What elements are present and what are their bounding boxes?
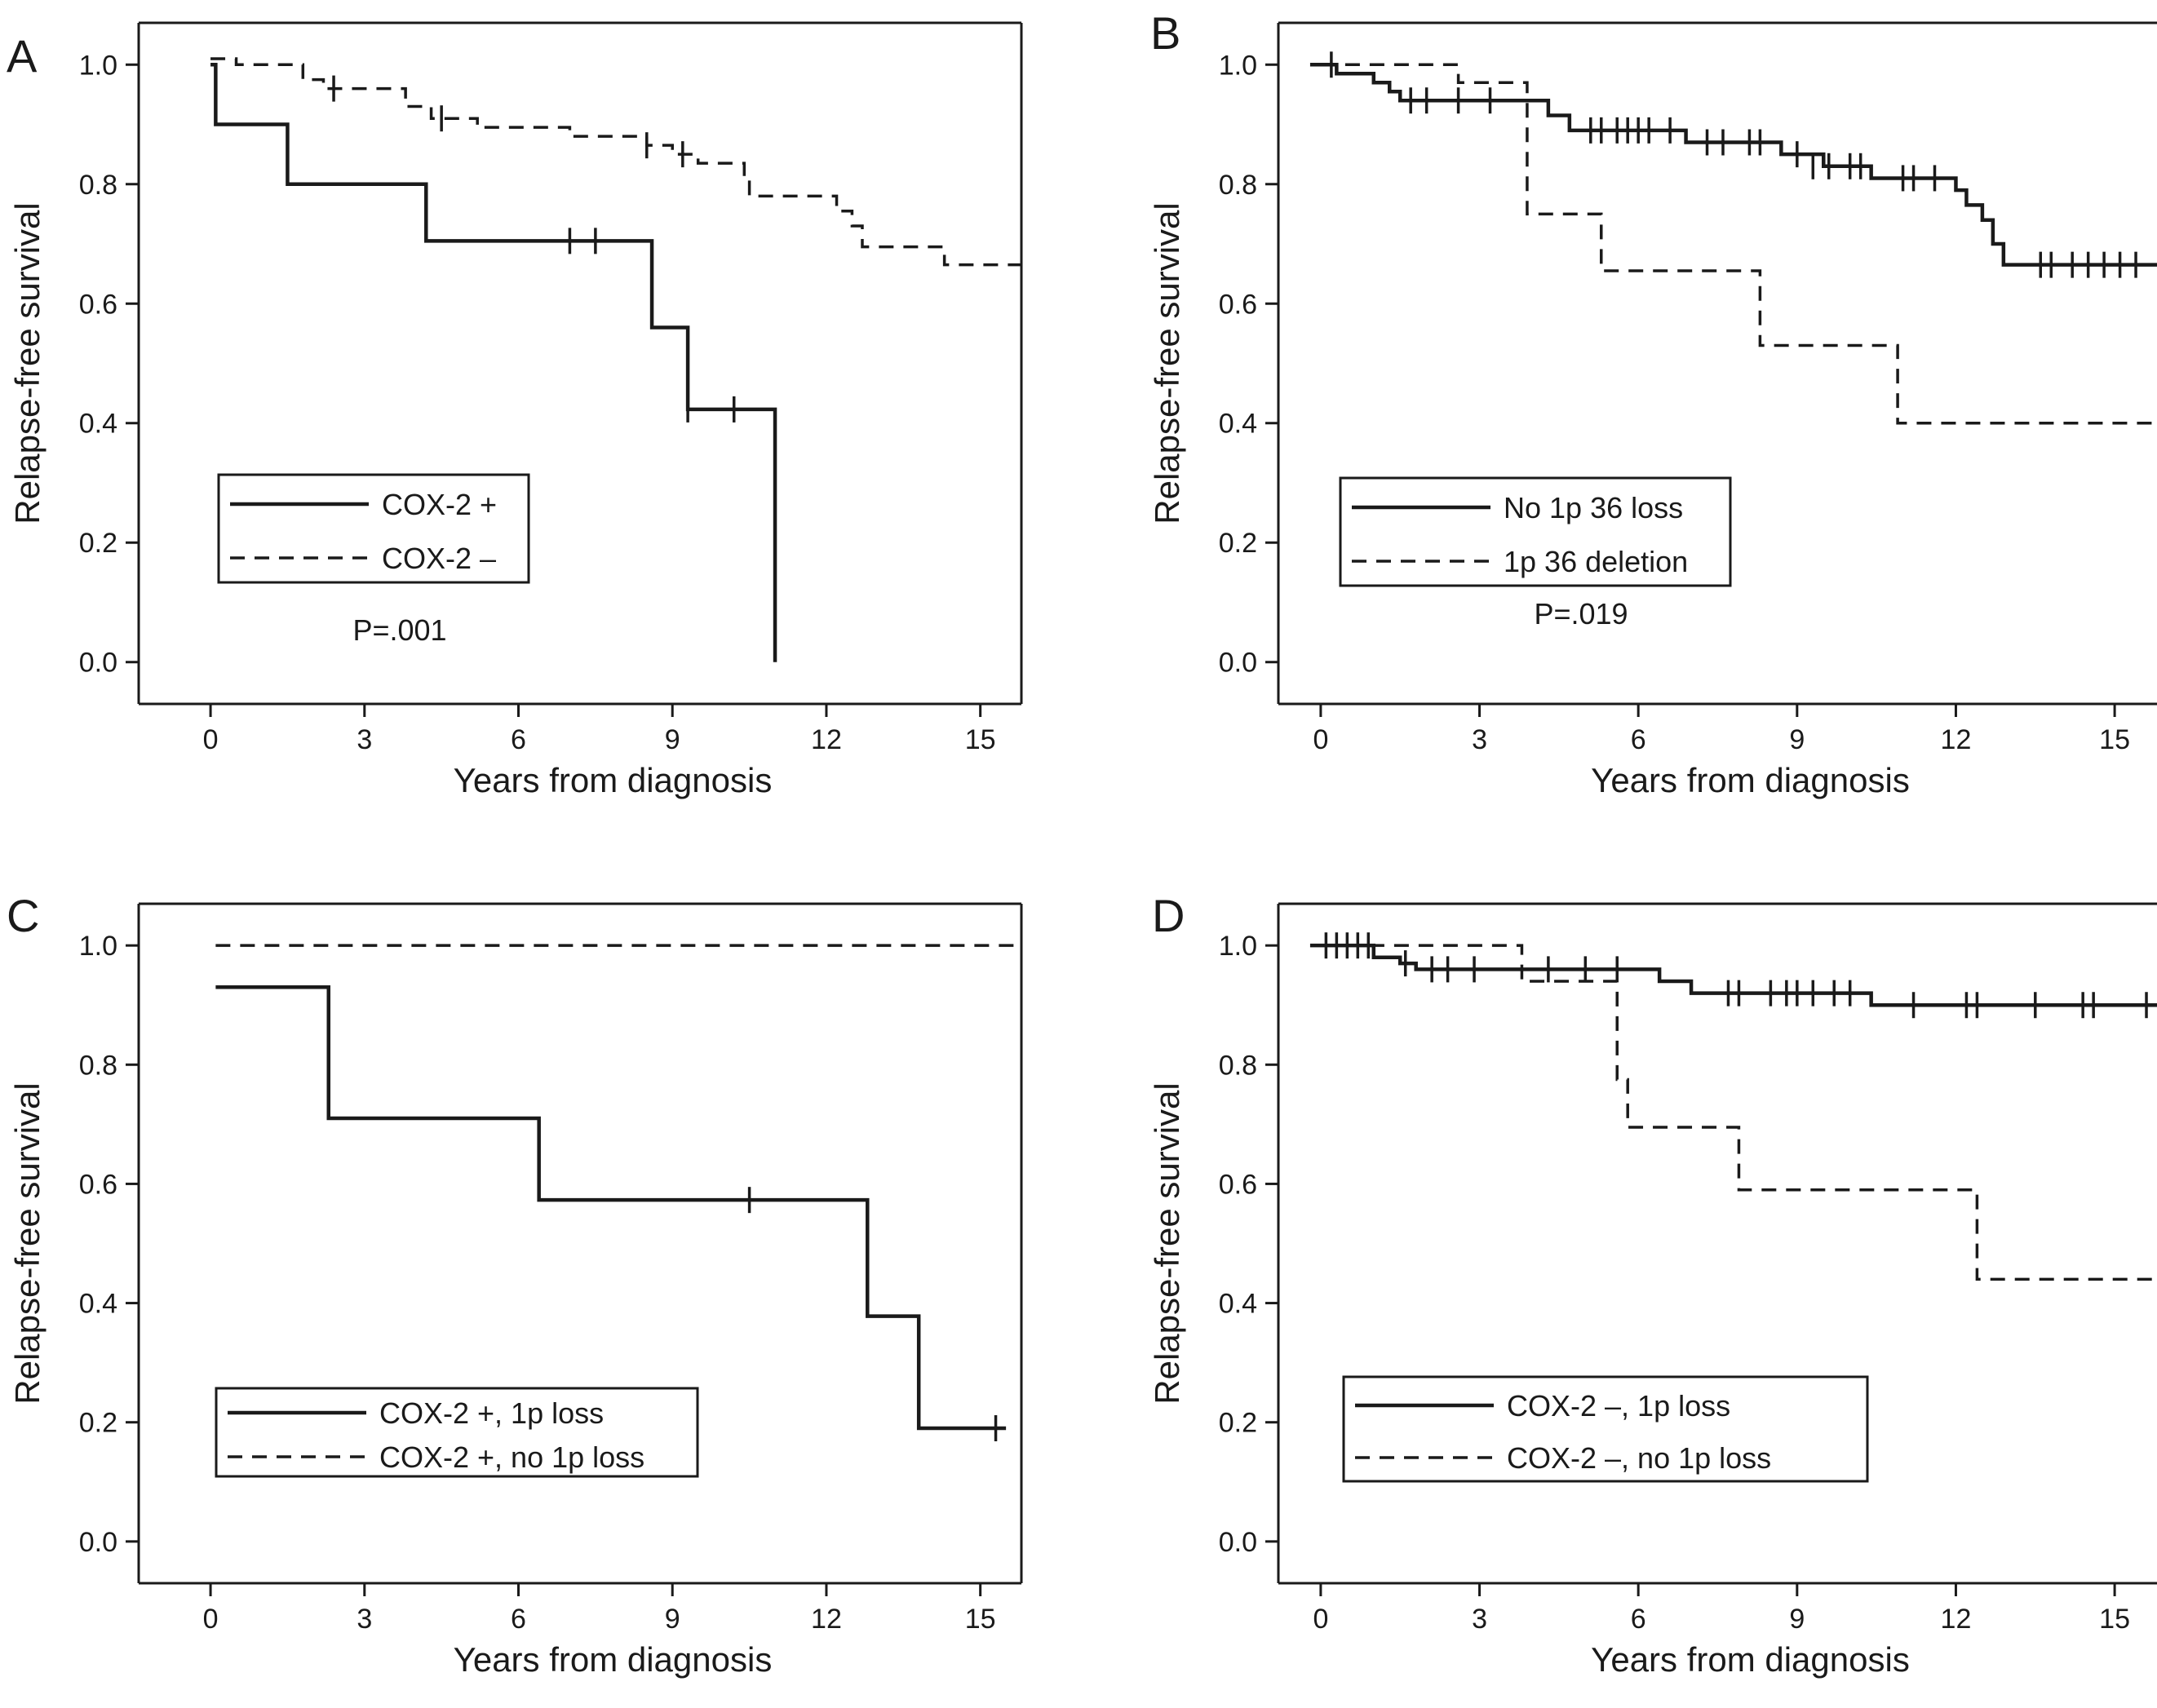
panel-b-legend <box>1339 476 1732 587</box>
panel-b-letter: B <box>1150 7 1180 59</box>
panel-d-letter: D <box>1152 890 1185 941</box>
panel-d-x-title: Years from diagnosis <box>1591 1640 1910 1679</box>
panel-b-y-tick-label: 0.4 <box>1219 409 1257 440</box>
panel-b-curve-dashed <box>1320 63 2157 425</box>
panel-c-curve-solid <box>215 985 1007 1431</box>
panel-b-y-title: Relapse-free survival <box>1148 202 1186 524</box>
panel-d-x-tick-label: 0 <box>1313 1604 1328 1635</box>
panel-b-x-tick-label: 6 <box>1631 724 1646 755</box>
panel-a-x-tick-label: 9 <box>665 724 680 755</box>
panel-a-x-tick-label: 3 <box>357 724 372 755</box>
panel-c-y-tick-label: 0.6 <box>79 1169 117 1200</box>
panel-a-y-tick-label: 1.0 <box>79 50 117 81</box>
panel-d-y-tick-label: 0.0 <box>1219 1527 1257 1558</box>
panel-a-y-tick-label: 0.2 <box>79 528 117 559</box>
panel-a-y-tick-label: 0.8 <box>79 170 117 201</box>
panel-c-y-tick-label: 0.4 <box>79 1289 117 1320</box>
panel-c-legend <box>215 1387 699 1478</box>
panel-c-x-tick-label: 9 <box>665 1604 680 1635</box>
panel-d-x-tick-label: 15 <box>2099 1604 2130 1635</box>
panel-d-y-tick-label: 0.6 <box>1219 1169 1257 1200</box>
panel-a-x-tick-label: 6 <box>511 724 526 755</box>
panel-d-curve-dashed <box>1320 944 2157 1281</box>
panel-c-y-tick-label: 0.8 <box>79 1050 117 1081</box>
panel-d: D 0.0 0.2 0.4 0.6 0.8 1.0 0 3 6 9 12 15 Years from di… <box>1148 890 2157 1679</box>
panel-a-legend-label: COX-2 – <box>382 542 496 575</box>
panel-b-y-tick-label: 0.2 <box>1219 528 1257 559</box>
panel-c-legend-label: COX-2 +, 1p loss <box>379 1396 604 1430</box>
panel-b-y-tick-label: 0.6 <box>1219 289 1257 320</box>
panel-a-x-title: Years from diagnosis <box>454 761 773 799</box>
panel-c-x-tick-label: 6 <box>511 1604 526 1635</box>
panel-a-y-title: Relapse-free survival <box>8 202 47 524</box>
panel-c-x-title: Years from diagnosis <box>454 1640 773 1679</box>
panel-a-y-tick-label: 0.0 <box>79 648 117 679</box>
panel-c-x-tick-label: 3 <box>357 1604 372 1635</box>
panel-a-legend-label: COX-2 + <box>382 488 497 521</box>
panel-b-y-tick-label: 0.0 <box>1219 648 1257 679</box>
panel-a-y-tick-label: 0.6 <box>79 289 117 320</box>
panel-d-y-tick-label: 0.4 <box>1219 1289 1257 1320</box>
panel-b-curve-solid <box>1309 63 2157 267</box>
panel-d-legend-label: COX-2 –, no 1p loss <box>1507 1441 1771 1475</box>
panel-b: B 0.0 0.2 0.4 0.6 0.8 1.0 0 3 6 9 12 15 Years from di… <box>1148 7 2157 799</box>
panel-d-legend <box>1342 1375 1869 1483</box>
panel-b-x-tick-label: 0 <box>1313 724 1328 755</box>
panel-b-legend-label: No 1p 36 loss <box>1504 491 1683 524</box>
panel-a-y-tick-label: 0.4 <box>79 409 117 440</box>
panel-a-x-tick-label: 15 <box>965 724 996 755</box>
panel-b-x-title: Years from diagnosis <box>1591 761 1910 799</box>
panel-c-x-tick-label: 12 <box>811 1604 842 1635</box>
panel-b-p-value: P=.019 <box>1534 597 1628 631</box>
panel-b-x-tick-label: 9 <box>1789 724 1805 755</box>
panel-c-x-tick-label: 0 <box>203 1604 219 1635</box>
panel-b-y-tick-label: 1.0 <box>1219 50 1257 81</box>
panel-a-x-tick-label: 0 <box>203 724 219 755</box>
panel-d-x-tick-label: 6 <box>1631 1604 1646 1635</box>
panel-c-x-tick-label: 15 <box>965 1604 996 1635</box>
panel-d-x-tick-label: 3 <box>1472 1604 1487 1635</box>
panel-c: C 0.0 0.2 0.4 0.6 0.8 1.0 0 3 6 9 12 15 Years from di… <box>7 890 1023 1679</box>
panel-a-x-tick-label: 12 <box>811 724 842 755</box>
panel-c-letter: C <box>7 890 39 941</box>
panel-c-y-tick-label: 0.2 <box>79 1408 117 1439</box>
panel-b-y-tick-label: 0.8 <box>1219 170 1257 201</box>
panel-d-legend-label: COX-2 –, 1p loss <box>1507 1389 1730 1423</box>
panel-a-curve-dashed <box>210 57 1021 267</box>
panel-d-y-tick-label: 0.2 <box>1219 1408 1257 1439</box>
panel-a-legend <box>217 473 530 584</box>
panel-c-y-tick-label: 1.0 <box>79 931 117 962</box>
panel-d-y-tick-label: 1.0 <box>1219 931 1257 962</box>
panel-b-x-tick-label: 12 <box>1941 724 1972 755</box>
panel-b-x-tick-label: 3 <box>1472 724 1487 755</box>
panel-c-legend-label: COX-2 +, no 1p loss <box>379 1440 644 1474</box>
panel-c-y-title: Relapse-free survival <box>8 1082 47 1405</box>
panel-d-curve-solid <box>1309 943 2157 1007</box>
panel-a: A 0.0 0.2 0.4 0.6 0.8 1.0 0 3 6 9 12 15 Years from di… <box>7 21 1023 799</box>
panel-d-x-tick-label: 12 <box>1941 1604 1972 1635</box>
panel-d-y-tick-label: 0.8 <box>1219 1050 1257 1081</box>
panel-d-x-tick-label: 9 <box>1789 1604 1805 1635</box>
panel-a-p-value: P=.001 <box>352 613 446 647</box>
panel-c-y-tick-label: 0.0 <box>79 1527 117 1558</box>
panel-a-letter: A <box>7 30 38 82</box>
panel-b-x-tick-label: 15 <box>2099 724 2130 755</box>
panel-d-y-title: Relapse-free survival <box>1148 1082 1186 1405</box>
panel-b-legend-label: 1p 36 deletion <box>1504 545 1688 578</box>
